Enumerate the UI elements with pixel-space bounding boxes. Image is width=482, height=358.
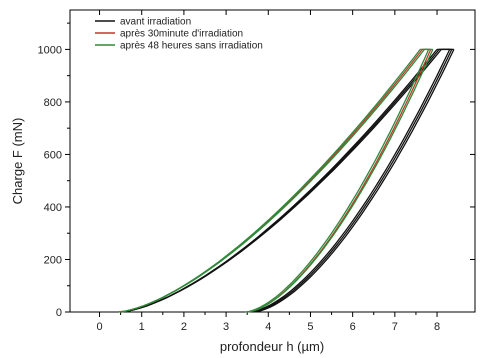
legend-label: après 48 heures sans irradiation <box>120 41 263 52</box>
y-axis-title: Charge F (mN) <box>10 118 25 205</box>
y-tick-label: 0 <box>56 307 62 319</box>
x-tick-label: 7 <box>392 321 398 333</box>
y-tick-label: 400 <box>44 202 62 214</box>
x-tick-label: 5 <box>307 321 313 333</box>
loading-curve <box>118 49 425 313</box>
x-tick-label: 4 <box>265 321 271 333</box>
unloading-curve <box>251 49 453 313</box>
legend-label: après 30minute d'irradiation <box>120 29 243 40</box>
x-axis-title: profondeur h (µm) <box>220 339 324 354</box>
y-tick-label: 600 <box>44 149 62 161</box>
unloading-curve <box>247 49 432 313</box>
x-tick-label: 8 <box>434 321 440 333</box>
legend-label: avant irradiation <box>120 17 191 28</box>
unloading-curve <box>245 49 430 313</box>
x-tick-label: 0 <box>96 321 102 333</box>
unloading-curve <box>253 49 455 313</box>
unloading-curve <box>247 49 434 313</box>
loading-curve <box>118 49 421 313</box>
curves <box>118 48 455 313</box>
unloading-curve <box>249 49 451 313</box>
x-tick-label: 2 <box>181 321 187 333</box>
y-tick-label: 800 <box>44 97 62 109</box>
x-tick-label: 3 <box>223 321 229 333</box>
y-tick-label: 1000 <box>38 44 62 56</box>
loading-curve <box>118 49 423 313</box>
loading-curve <box>120 48 442 313</box>
x-tick-label: 6 <box>350 321 356 333</box>
axis-ticks: 0 1 2 3 4 5 6 7 8 0 200 400 600 800 1000 <box>38 10 475 333</box>
x-tick-label: 1 <box>139 321 145 333</box>
y-tick-label: 200 <box>44 254 62 266</box>
plot-frame <box>69 9 476 313</box>
